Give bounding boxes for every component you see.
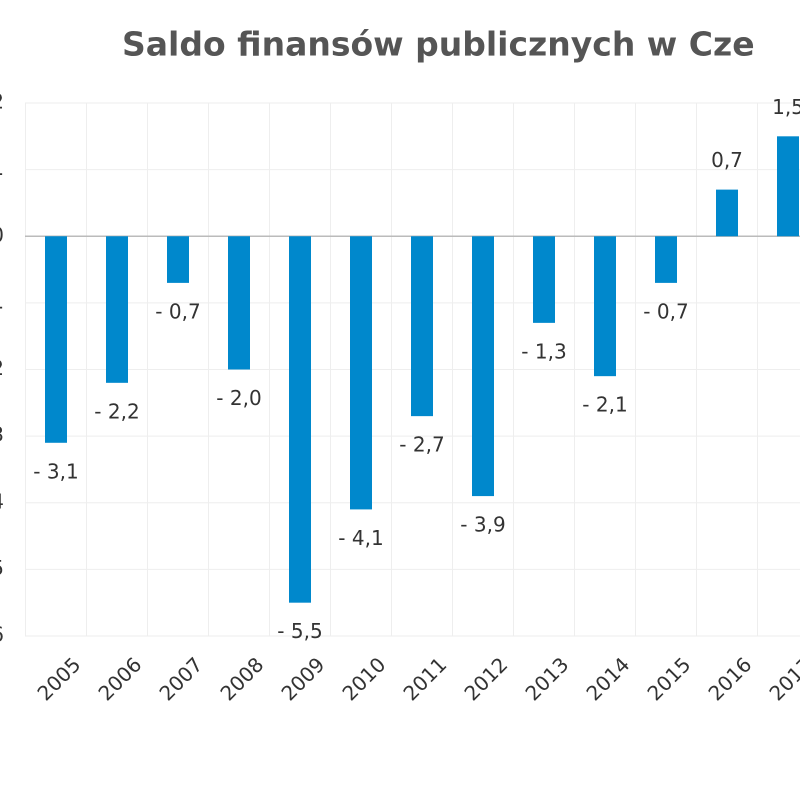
value-label: - 0,7 [643,299,688,323]
bar [716,189,738,237]
value-label: - 2,1 [582,393,627,417]
y-tick-label: -1 [0,289,4,313]
x-tick-label: 2014 [581,652,634,705]
value-label: - 3,9 [460,513,505,537]
y-tick-label: -2 [0,356,4,380]
value-label: - 4,1 [338,526,383,550]
x-tick-label: 2017 [764,652,800,705]
x-tick-label: 2010 [337,652,390,705]
bar [106,236,128,383]
x-tick-label: 2008 [215,652,268,705]
bar [167,236,189,283]
value-label: - 2,2 [94,399,139,423]
x-tick-label: 2011 [398,652,451,705]
x-tick-label: 2012 [459,652,512,705]
y-tick-label: 0 [0,223,4,247]
x-tick-label: 2005 [32,652,85,705]
x-tick-label: 2016 [703,652,756,705]
x-tick-label: 2015 [642,652,695,705]
bar [777,136,799,237]
bar [45,236,67,443]
x-tick-label: 2013 [520,652,573,705]
x-tick-label: 2007 [154,652,207,705]
chart-title: Saldo finansów publicznych w Cze [122,25,755,64]
bar [472,236,494,497]
y-tick-label: 1 [0,156,4,180]
bar [289,236,311,603]
bar [411,236,433,417]
bar [533,236,555,323]
bar [655,236,677,283]
x-tick-label: 2009 [276,652,329,705]
bar [350,236,372,510]
value-label: - 2,7 [399,433,444,457]
x-tick-label: 2006 [93,652,146,705]
value-label: 0,7 [711,148,743,172]
value-label: - 1,3 [521,339,566,363]
value-label: - 0,7 [155,299,200,323]
y-tick-label: 2 [0,90,4,114]
value-label: 1,5 [772,95,800,119]
bar [228,236,250,370]
y-tick-label: -6 [0,623,4,647]
y-tick-label: -5 [0,556,4,580]
value-label: - 3,1 [33,459,78,483]
value-label: - 5,5 [277,619,322,643]
bar [594,236,616,377]
y-tick-label: -4 [0,489,4,513]
value-label: - 2,0 [216,386,261,410]
y-tick-label: -3 [0,423,4,447]
